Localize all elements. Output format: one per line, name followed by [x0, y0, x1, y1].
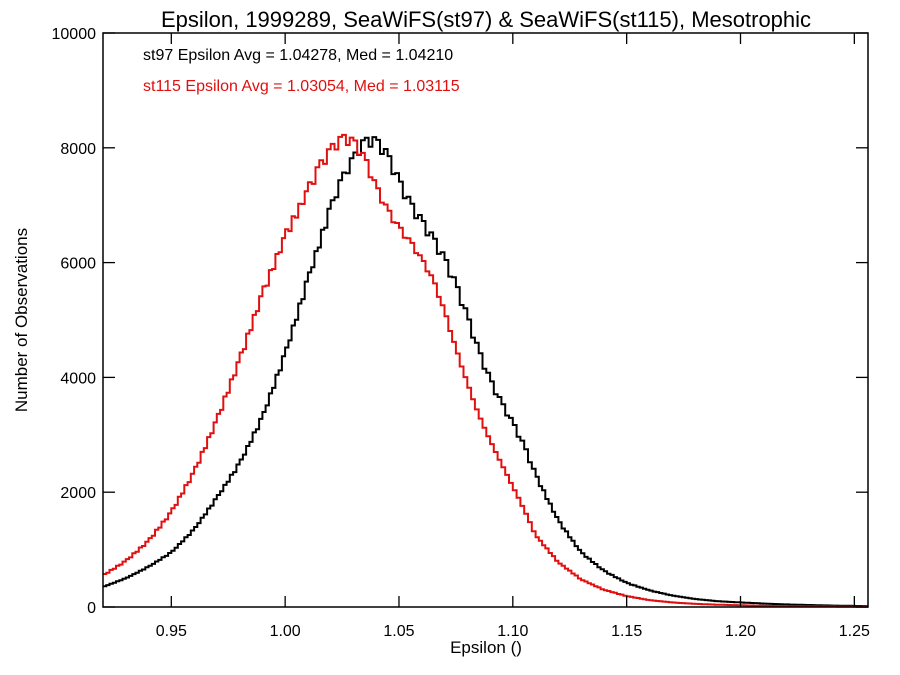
x-axis: 0.95 1.00 1.05 1.10 1.15 1.20 1.25 — [156, 33, 870, 640]
x-tick-label: 1.05 — [383, 623, 414, 640]
y-tick-label: 4000 — [60, 370, 96, 387]
y-tick-label: 8000 — [60, 141, 96, 158]
y-tick-label: 2000 — [60, 485, 96, 502]
series-line-1 — [103, 133, 868, 608]
x-tick-label: 1.15 — [611, 623, 642, 640]
x-tick-label: 1.20 — [725, 623, 756, 640]
y-tick-label: 0 — [87, 600, 96, 617]
annotation-1: st115 Epsilon Avg = 1.03054, Med = 1.031… — [143, 78, 460, 95]
plot-area — [103, 133, 868, 608]
y-axis: 0 2000 4000 6000 8000 10000 — [52, 26, 868, 617]
annotation-0: st97 Epsilon Avg = 1.04278, Med = 1.0421… — [143, 47, 453, 64]
plot-frame — [102, 32, 869, 608]
x-tick-label: 1.10 — [497, 623, 528, 640]
annotations: st97 Epsilon Avg = 1.04278, Med = 1.0421… — [143, 47, 460, 95]
y-tick-label: 6000 — [60, 256, 96, 273]
x-tick-label: 0.95 — [156, 623, 187, 640]
x-axis-label: Epsilon () — [450, 638, 522, 657]
y-axis-label: Number of Observations — [12, 228, 31, 412]
x-tick-label: 1.00 — [270, 623, 301, 640]
x-tick-label: 1.25 — [839, 623, 870, 640]
chart-title: Epsilon, 1999289, SeaWiFS(st97) & SeaWiF… — [161, 7, 811, 32]
y-tick-label: 10000 — [52, 26, 97, 43]
series-line-0 — [103, 136, 868, 608]
